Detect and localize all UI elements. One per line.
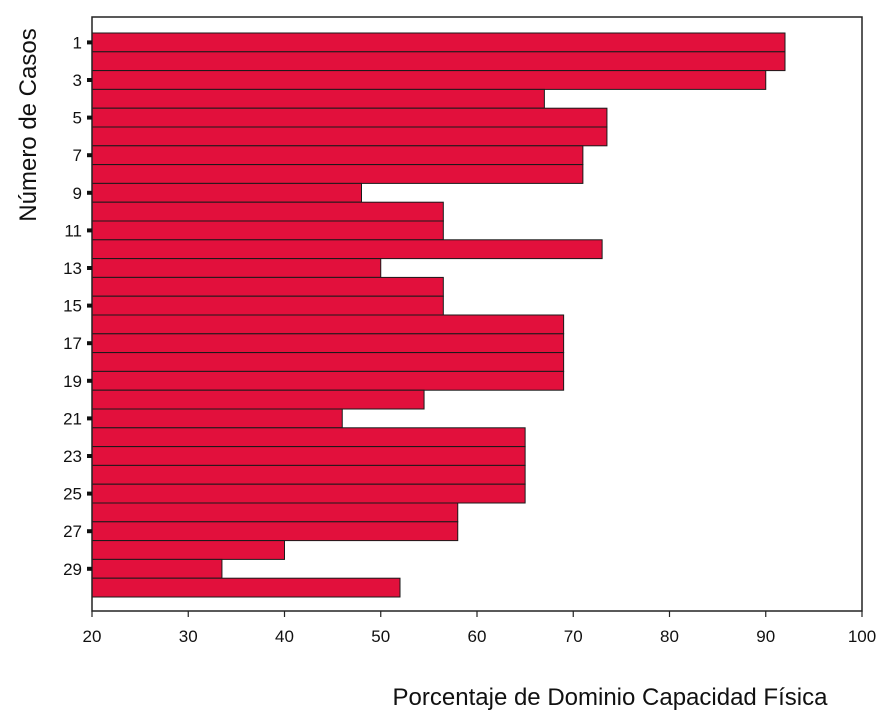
- bar-case-22: [91, 427, 526, 448]
- y-tick-label: 5: [73, 109, 82, 128]
- x-tick-label: 80: [660, 627, 679, 646]
- bar-case-20: [91, 389, 425, 410]
- y-tick-label: 21: [63, 409, 82, 428]
- bar-case-21: [91, 408, 343, 429]
- bar-case-30: [91, 577, 401, 598]
- x-tick-label: 100: [848, 627, 876, 646]
- y-tick-label: 15: [63, 297, 82, 316]
- y-tick-mark: [87, 228, 92, 233]
- x-tick-label: 20: [83, 627, 102, 646]
- bar-case-10: [91, 201, 444, 222]
- bar-case-11: [91, 220, 444, 241]
- bar-case-18: [91, 352, 565, 372]
- y-tick-label: 3: [73, 71, 82, 90]
- bar-case-5: [91, 107, 608, 128]
- y-tick-mark: [87, 566, 92, 571]
- x-tick-label: 90: [756, 627, 775, 646]
- bar-case-26: [91, 502, 459, 523]
- bar-case-13: [91, 258, 382, 278]
- y-tick-mark: [87, 341, 92, 346]
- bar-case-16: [91, 314, 565, 335]
- y-tick-label: 13: [63, 259, 82, 278]
- y-tick-mark: [87, 190, 92, 195]
- bar-case-9: [91, 182, 362, 203]
- y-tick-mark: [87, 266, 92, 270]
- bar-case-8: [91, 164, 584, 184]
- bar-case-12: [91, 239, 603, 260]
- bar-case-2: [91, 51, 786, 72]
- y-tick-label: 11: [64, 221, 82, 240]
- x-tick-label: 40: [275, 627, 294, 646]
- y-tick-label: 29: [63, 560, 82, 579]
- bar-case-1: [91, 32, 786, 53]
- y-tick-label: 19: [63, 372, 82, 391]
- y-tick-label: 9: [73, 184, 82, 203]
- bar-case-24: [91, 464, 526, 485]
- y-tick-mark: [87, 303, 92, 308]
- y-tick-mark: [87, 491, 92, 496]
- y-tick-label: 23: [63, 447, 82, 466]
- bars-group: [91, 32, 786, 598]
- bar-case-17: [91, 333, 565, 354]
- y-tick-mark: [87, 40, 92, 45]
- x-tick-label: 60: [468, 627, 487, 646]
- bar-case-28: [91, 540, 285, 560]
- x-axis: 20 30 40 50 60 70 80 90 100: [83, 611, 876, 646]
- y-tick-label: 25: [63, 485, 82, 504]
- bar-case-14: [91, 276, 444, 297]
- bar-case-6: [91, 126, 608, 147]
- bar-case-29: [91, 558, 223, 579]
- y-tick-label: 7: [73, 146, 82, 165]
- y-tick-mark: [87, 378, 92, 383]
- y-tick-mark: [87, 454, 92, 458]
- bar-case-15: [91, 295, 444, 316]
- bar-case-23: [91, 446, 526, 466]
- x-tick-label: 50: [371, 627, 390, 646]
- bar-case-3: [91, 70, 767, 90]
- bar-case-25: [91, 483, 526, 504]
- bar-case-27: [91, 521, 459, 542]
- y-axis-title: Número de Casos: [15, 28, 42, 221]
- x-axis-title: Porcentaje de Dominio Capacidad Física: [393, 684, 829, 711]
- bar-case-19: [91, 370, 565, 391]
- bar-case-4: [91, 88, 545, 109]
- y-tick-label: 27: [63, 522, 82, 541]
- y-tick-mark: [87, 416, 92, 421]
- y-tick-mark: [87, 153, 92, 158]
- x-tick-label: 70: [564, 627, 583, 646]
- y-tick-mark: [87, 529, 92, 534]
- y-tick-label: 17: [63, 334, 82, 353]
- y-tick-mark: [87, 78, 92, 82]
- x-tick-label: 30: [179, 627, 198, 646]
- bar-case-7: [91, 145, 584, 166]
- y-tick-label: 1: [73, 33, 82, 52]
- y-tick-mark: [87, 115, 92, 120]
